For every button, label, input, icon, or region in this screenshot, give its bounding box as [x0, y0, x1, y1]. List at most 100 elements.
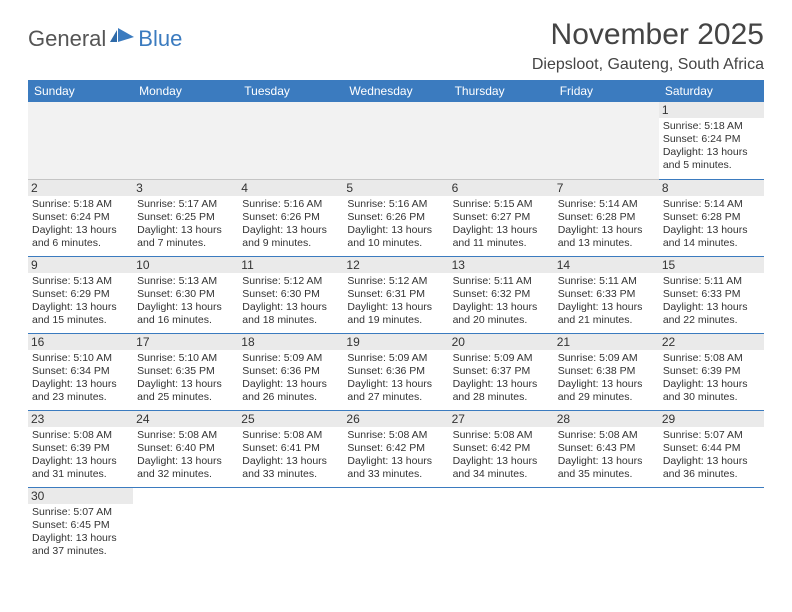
sunset-text: Sunset: 6:45 PM: [32, 519, 129, 532]
day-details: Sunrise: 5:12 AMSunset: 6:31 PMDaylight:…: [347, 275, 444, 328]
sunset-text: Sunset: 6:26 PM: [347, 211, 444, 224]
calendar-cell: 22Sunrise: 5:08 AMSunset: 6:39 PMDayligh…: [659, 333, 764, 410]
sunset-text: Sunset: 6:28 PM: [558, 211, 655, 224]
day-details: Sunrise: 5:11 AMSunset: 6:32 PMDaylight:…: [453, 275, 550, 328]
sunrise-text: Sunrise: 5:18 AM: [32, 198, 129, 211]
daylight-text: Daylight: 13 hours and 35 minutes.: [558, 455, 655, 481]
sunset-text: Sunset: 6:34 PM: [32, 365, 129, 378]
calendar-cell: 6Sunrise: 5:15 AMSunset: 6:27 PMDaylight…: [449, 179, 554, 256]
calendar-cell: 8Sunrise: 5:14 AMSunset: 6:28 PMDaylight…: [659, 179, 764, 256]
daylight-text: Daylight: 13 hours and 14 minutes.: [663, 224, 760, 250]
day-number: 14: [554, 257, 659, 273]
sunrise-text: Sunrise: 5:09 AM: [242, 352, 339, 365]
calendar-cell: [238, 102, 343, 179]
day-details: Sunrise: 5:09 AMSunset: 6:37 PMDaylight:…: [453, 352, 550, 405]
daylight-text: Daylight: 13 hours and 23 minutes.: [32, 378, 129, 404]
daylight-text: Daylight: 13 hours and 21 minutes.: [558, 301, 655, 327]
calendar-cell: [343, 487, 448, 564]
sunset-text: Sunset: 6:28 PM: [663, 211, 760, 224]
day-number: 15: [659, 257, 764, 273]
day-details: Sunrise: 5:12 AMSunset: 6:30 PMDaylight:…: [242, 275, 339, 328]
sunrise-text: Sunrise: 5:16 AM: [242, 198, 339, 211]
day-number: 19: [343, 334, 448, 350]
daylight-text: Daylight: 13 hours and 6 minutes.: [32, 224, 129, 250]
day-details: Sunrise: 5:09 AMSunset: 6:36 PMDaylight:…: [347, 352, 444, 405]
daylight-text: Daylight: 13 hours and 32 minutes.: [137, 455, 234, 481]
sunrise-text: Sunrise: 5:11 AM: [663, 275, 760, 288]
daylight-text: Daylight: 13 hours and 20 minutes.: [453, 301, 550, 327]
sunset-text: Sunset: 6:39 PM: [663, 365, 760, 378]
day-header: Saturday: [659, 80, 764, 102]
sunset-text: Sunset: 6:36 PM: [347, 365, 444, 378]
calendar-cell: [554, 102, 659, 179]
day-header: Sunday: [28, 80, 133, 102]
calendar-row: 30Sunrise: 5:07 AMSunset: 6:45 PMDayligh…: [28, 487, 764, 564]
calendar-cell: [238, 487, 343, 564]
location: Diepsloot, Gauteng, South Africa: [532, 56, 764, 74]
sunrise-text: Sunrise: 5:08 AM: [558, 429, 655, 442]
day-details: Sunrise: 5:16 AMSunset: 6:26 PMDaylight:…: [347, 198, 444, 251]
sunrise-text: Sunrise: 5:16 AM: [347, 198, 444, 211]
calendar-cell: 18Sunrise: 5:09 AMSunset: 6:36 PMDayligh…: [238, 333, 343, 410]
day-details: Sunrise: 5:08 AMSunset: 6:43 PMDaylight:…: [558, 429, 655, 482]
sunset-text: Sunset: 6:30 PM: [242, 288, 339, 301]
daylight-text: Daylight: 13 hours and 37 minutes.: [32, 532, 129, 558]
sunset-text: Sunset: 6:40 PM: [137, 442, 234, 455]
sunrise-text: Sunrise: 5:08 AM: [242, 429, 339, 442]
day-number: 12: [343, 257, 448, 273]
flag-icon: [110, 28, 136, 51]
day-number: 11: [238, 257, 343, 273]
day-number: 27: [449, 411, 554, 427]
calendar-cell: 12 Sunrise: 5:12 AMSunset: 6:31 PMDayligh…: [343, 256, 448, 333]
day-number: 5: [343, 180, 448, 196]
calendar-cell: 9Sunrise: 5:13 AMSunset: 6:29 PMDaylight…: [28, 256, 133, 333]
day-number: 2: [28, 180, 133, 196]
sunrise-text: Sunrise: 5:14 AM: [663, 198, 760, 211]
daylight-text: Daylight: 13 hours and 19 minutes.: [347, 301, 444, 327]
day-header: Monday: [133, 80, 238, 102]
calendar-cell: 25Sunrise: 5:08 AMSunset: 6:41 PMDayligh…: [238, 410, 343, 487]
sunrise-text: Sunrise: 5:15 AM: [453, 198, 550, 211]
calendar-cell: 27 Sunrise: 5:08 AMSunset: 6:42 PMDayligh…: [449, 410, 554, 487]
day-details: Sunrise: 5:08 AMSunset: 6:42 PMDaylight:…: [347, 429, 444, 482]
day-number: 20: [449, 334, 554, 350]
sunset-text: Sunset: 6:33 PM: [663, 288, 760, 301]
calendar-body: 1Sunrise: 5:18 AMSunset: 6:24 PMDaylight…: [28, 102, 764, 564]
day-details: Sunrise: 5:18 AMSunset: 6:24 PMDaylight:…: [32, 198, 129, 251]
day-details: Sunrise: 5:07 AMSunset: 6:45 PMDaylight:…: [32, 506, 129, 559]
day-details: Sunrise: 5:08 AMSunset: 6:42 PMDaylight:…: [453, 429, 550, 482]
daylight-text: Daylight: 13 hours and 33 minutes.: [242, 455, 339, 481]
calendar-row: 16Sunrise: 5:10 AMSunset: 6:34 PMDayligh…: [28, 333, 764, 410]
sunset-text: Sunset: 6:36 PM: [242, 365, 339, 378]
daylight-text: Daylight: 13 hours and 5 minutes.: [663, 146, 760, 172]
day-number: 24: [133, 411, 238, 427]
sunrise-text: Sunrise: 5:09 AM: [558, 352, 655, 365]
calendar-cell: 4Sunrise: 5:16 AMSunset: 6:26 PMDaylight…: [238, 179, 343, 256]
calendar-row: 23Sunrise: 5:08 AMSunset: 6:39 PMDayligh…: [28, 410, 764, 487]
sunset-text: Sunset: 6:42 PM: [347, 442, 444, 455]
day-details: Sunrise: 5:18 AMSunset: 6:24 PMDaylight:…: [663, 120, 760, 173]
sunset-text: Sunset: 6:32 PM: [453, 288, 550, 301]
sunrise-text: Sunrise: 5:08 AM: [453, 429, 550, 442]
day-details: Sunrise: 5:10 AMSunset: 6:35 PMDaylight:…: [137, 352, 234, 405]
sunset-text: Sunset: 6:38 PM: [558, 365, 655, 378]
day-number: 25: [238, 411, 343, 427]
sunset-text: Sunset: 6:44 PM: [663, 442, 760, 455]
daylight-text: Daylight: 13 hours and 18 minutes.: [242, 301, 339, 327]
calendar-cell: [659, 487, 764, 564]
calendar-cell: [554, 487, 659, 564]
calendar-row: 9Sunrise: 5:13 AMSunset: 6:29 PMDaylight…: [28, 256, 764, 333]
calendar-cell: 20 Sunrise: 5:09 AMSunset: 6:37 PMDayligh…: [449, 333, 554, 410]
calendar-cell: [449, 102, 554, 179]
logo-text-blue: Blue: [138, 26, 182, 52]
calendar-cell: 3Sunrise: 5:17 AMSunset: 6:25 PMDaylight…: [133, 179, 238, 256]
daylight-text: Daylight: 13 hours and 26 minutes.: [242, 378, 339, 404]
calendar-cell: 7Sunrise: 5:14 AMSunset: 6:28 PMDaylight…: [554, 179, 659, 256]
sunset-text: Sunset: 6:24 PM: [663, 133, 760, 146]
calendar-row: 2 Sunrise: 5:18 AMSunset: 6:24 PMDaylight…: [28, 179, 764, 256]
calendar-cell: 30Sunrise: 5:07 AMSunset: 6:45 PMDayligh…: [28, 487, 133, 564]
day-details: Sunrise: 5:14 AMSunset: 6:28 PMDaylight:…: [558, 198, 655, 251]
month-title: November 2025: [532, 18, 764, 52]
day-number: 28: [554, 411, 659, 427]
day-number: 10: [133, 257, 238, 273]
